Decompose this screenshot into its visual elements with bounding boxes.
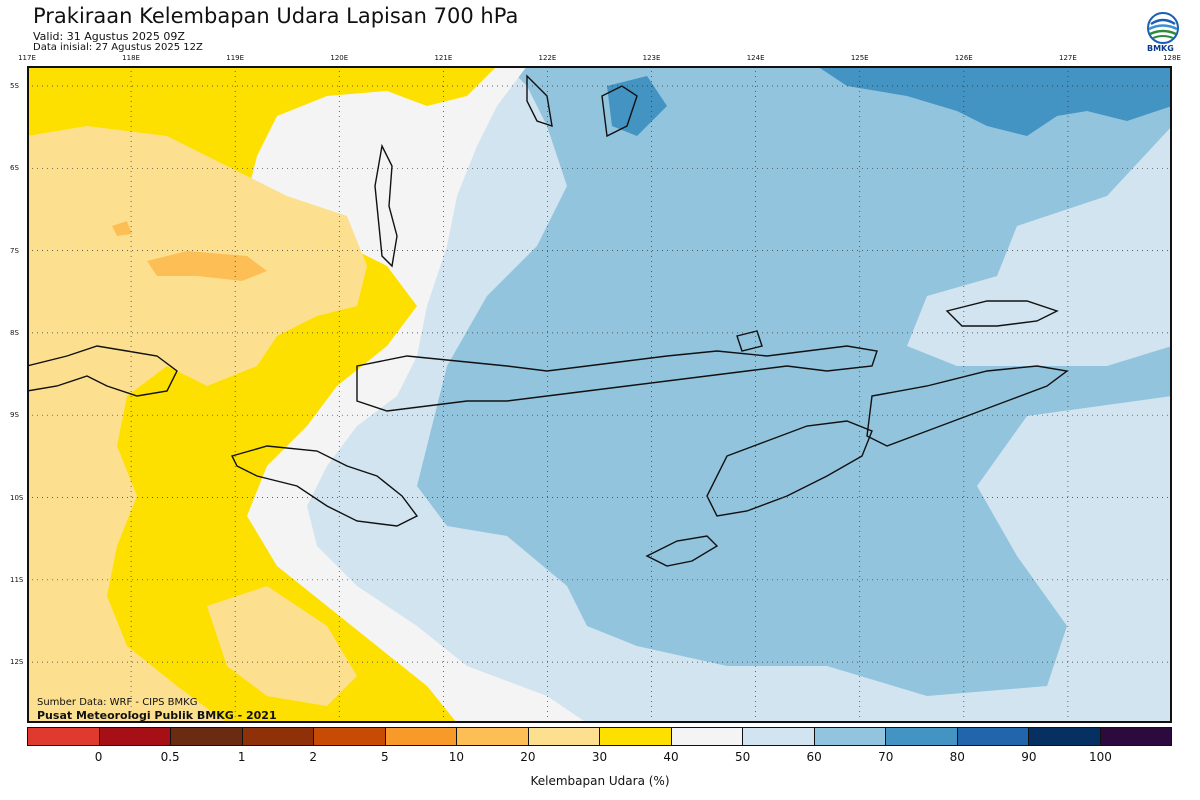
longitude-label: 121E <box>434 54 453 62</box>
colorbar-segment <box>314 728 386 745</box>
coast-sulawesi <box>374 143 398 268</box>
humidity-field-light-orange <box>27 126 367 723</box>
latitude-label: 5S <box>10 82 19 90</box>
coast-timor <box>706 420 873 517</box>
colorbar-segment <box>600 728 672 745</box>
colorbar-tick-label: 100 <box>1088 750 1112 764</box>
colorbar-tick-label: 50 <box>734 750 751 764</box>
coastlines <box>27 74 1069 567</box>
initial-time: Data inisial: 27 Agustus 2025 12Z <box>33 42 203 53</box>
colorbar-segment <box>171 728 243 745</box>
colorbar-segment <box>99 728 171 745</box>
colorbar-label: Kelembapan Udara (%) <box>530 774 670 788</box>
colorbar-segment <box>671 728 743 745</box>
coast-timor-east <box>866 365 1069 447</box>
latitude-label: 8S <box>10 328 19 337</box>
coast-wetar <box>945 300 1059 327</box>
colorbar-tick-label: 90 <box>1021 750 1037 764</box>
colorbar-tick-label: 40 <box>663 750 679 764</box>
valid-time: Valid: 31 Agustus 2025 09Z <box>33 30 185 43</box>
longitude-label: 125E <box>850 54 869 62</box>
coast-sumba <box>230 445 419 527</box>
humidity-field-light-orange-south <box>207 586 357 706</box>
logo-text: BMKG <box>1147 44 1174 53</box>
data-source: Sumber Data: WRF - CIPS BMKG <box>37 697 198 708</box>
longitude-label: 127E <box>1059 54 1077 62</box>
coast-sulawesi-se <box>526 74 553 128</box>
bmkg-logo-icon <box>1147 12 1179 44</box>
map-title: Prakiraan Kelembapan Udara Lapisan 700 h… <box>33 4 519 28</box>
colorbar-segment <box>457 728 529 745</box>
colorbar-segment <box>814 728 886 745</box>
colorbar-segment <box>242 728 314 745</box>
colorbar-tick-label: 70 <box>878 750 894 764</box>
coast-buton <box>601 85 638 138</box>
colorbar-tick-label: 1 <box>237 750 246 764</box>
colorbar-segment <box>957 728 1029 745</box>
latitude-label: 11S <box>10 575 24 584</box>
colorbar-tick-label: 10 <box>448 750 465 764</box>
colorbar-tick-label: 0 <box>94 750 103 764</box>
colorbar-tick-label: 0.5 <box>160 750 180 764</box>
colorbar-segment <box>1100 728 1171 745</box>
colorbar-tick-label: 60 <box>806 750 822 764</box>
colorbar-tick-label: 5 <box>380 750 389 764</box>
colorbar-segment <box>743 728 815 745</box>
colorbar-segment <box>528 728 600 745</box>
humidity-map <box>27 66 1172 723</box>
latitude-label: 10S <box>10 493 24 502</box>
colorbar-tick-label: 30 <box>591 750 608 764</box>
humidity-field-orange <box>147 251 267 281</box>
coast-sumba-small <box>736 330 763 352</box>
longitude-label: 117E <box>18 54 36 62</box>
latitude-label: 12S <box>10 658 24 667</box>
humidity-field-dark-blue <box>817 66 1172 136</box>
coast-sumbawa-lombok <box>27 345 178 397</box>
humidity-field-medium-blue <box>417 66 1172 696</box>
colorbar-tick-label: 2 <box>309 750 318 764</box>
latitude-label: 6S <box>10 164 19 173</box>
longitude-label: 120E <box>330 54 349 62</box>
coast-flores <box>356 345 878 412</box>
colorbar-segment <box>28 728 100 745</box>
colorbar-tick-label: 80 <box>949 750 965 764</box>
longitude-label: 126E <box>954 54 973 62</box>
humidity-field-orange-small <box>112 221 132 236</box>
longitude-label: 119E <box>226 54 245 62</box>
humidity-field-dark-blue-small <box>607 76 667 136</box>
latitude-label: 7S <box>10 246 19 255</box>
longitude-label: 122E <box>538 54 557 62</box>
longitude-label: 123E <box>642 54 661 62</box>
longitude-label: 118E <box>122 54 140 62</box>
longitude-label: 128E <box>1163 54 1181 62</box>
graticule <box>27 66 1172 723</box>
latitude-label: 9S <box>10 411 19 420</box>
longitude-label: 124E <box>746 54 765 62</box>
colorbar <box>27 727 1172 746</box>
producer-credit: Pusat Meteorologi Publik BMKG - 2021 <box>37 709 277 722</box>
colorbar-segment <box>1029 728 1101 745</box>
colorbar-segment <box>385 728 457 745</box>
colorbar-tick-label: 20 <box>520 750 536 764</box>
coast-rote <box>645 535 719 567</box>
colorbar-segment <box>886 728 958 745</box>
